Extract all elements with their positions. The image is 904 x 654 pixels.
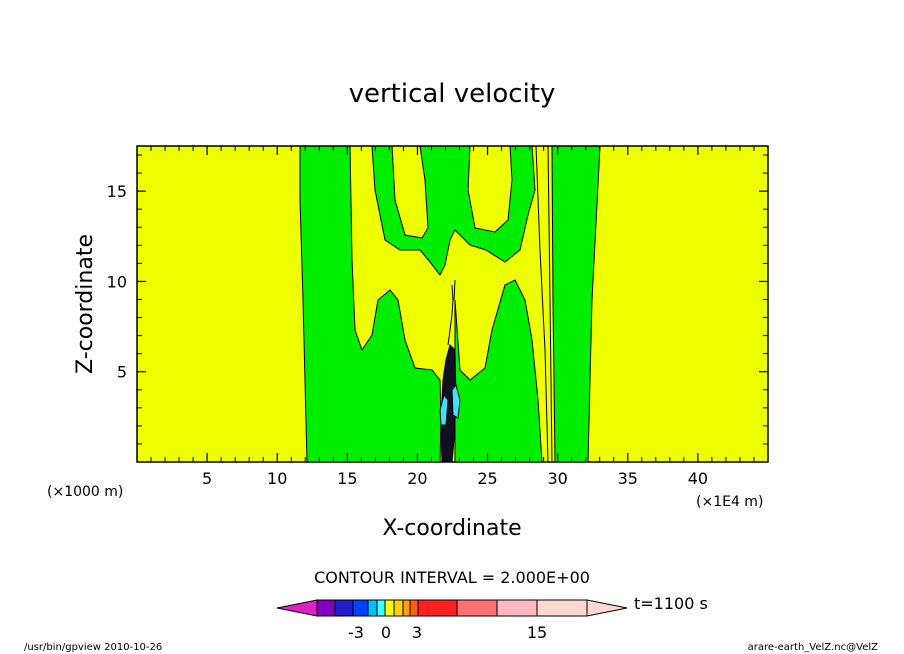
colorbar-bin <box>496 599 538 617</box>
colorbar-bin <box>352 599 369 617</box>
field-region-green-band <box>551 145 601 463</box>
x-unit-note: (×1E4 m) <box>696 494 763 510</box>
y-tick-label: 15 <box>107 182 127 201</box>
field-region-strong-column <box>440 344 457 463</box>
field-region-negative-right <box>451 383 461 419</box>
colorbar-bin <box>384 599 395 617</box>
colorbar-arrow-right <box>586 599 628 617</box>
footer-left: /usr/bin/gpview 2010-10-26 <box>24 642 162 653</box>
x-tick-label: 10 <box>267 469 287 488</box>
colorbar-arrow-left <box>276 599 318 617</box>
time-label: t=1100 s <box>634 594 708 613</box>
colorbar-bin <box>393 599 404 617</box>
x-tick-label: 5 <box>202 469 212 488</box>
colorbar-bin <box>456 599 498 617</box>
x-tick-label: 15 <box>337 469 357 488</box>
y-tick-label: 10 <box>107 272 127 291</box>
footer-right: arare-earth_VelZ.nc@VelZ <box>748 642 879 653</box>
colorbar-bin <box>334 599 354 617</box>
x-tick-label: 40 <box>688 469 708 488</box>
colorbar-level-label: 0 <box>381 623 391 642</box>
colorbar-bin <box>417 599 458 617</box>
field-region-yellow-tongue-1 <box>391 145 429 239</box>
x-tick-label: 35 <box>618 469 638 488</box>
axis-ticks: 5 10 15 20 25 30 35 40 5 10 15 <box>107 146 768 488</box>
colorbar-bin <box>409 599 419 617</box>
colorbar-level-label: -3 <box>348 623 364 642</box>
colorbar-bin <box>536 599 588 617</box>
plot-frame <box>136 145 769 463</box>
y-axis-label: Z-coordinate <box>73 234 98 374</box>
field-contour-strand <box>447 279 456 346</box>
field-region-yellow-tongue-2 <box>467 145 513 233</box>
colorbar-bin <box>402 599 411 617</box>
x-tick-label: 25 <box>477 469 497 488</box>
y-unit-note: (×1000 m) <box>47 484 123 500</box>
colorbar-bin <box>376 599 386 617</box>
field-region-negative <box>439 393 449 426</box>
x-tick-label: 20 <box>407 469 427 488</box>
chart-title: vertical velocity <box>349 79 556 109</box>
colorbar-level-label: 3 <box>412 623 422 642</box>
x-tick-label: 30 <box>547 469 567 488</box>
plot-area <box>136 145 769 463</box>
x-axis-label: X-coordinate <box>382 516 521 541</box>
contour-interval-label: CONTOUR INTERVAL = 2.000E+00 <box>314 568 590 587</box>
colorbar-bin <box>367 599 378 617</box>
y-tick-label: 5 <box>117 363 127 382</box>
colorbar: -3 0 3 15 <box>276 599 628 642</box>
colorbar-level-label: 15 <box>527 623 547 642</box>
colorbar-bin <box>316 599 336 617</box>
